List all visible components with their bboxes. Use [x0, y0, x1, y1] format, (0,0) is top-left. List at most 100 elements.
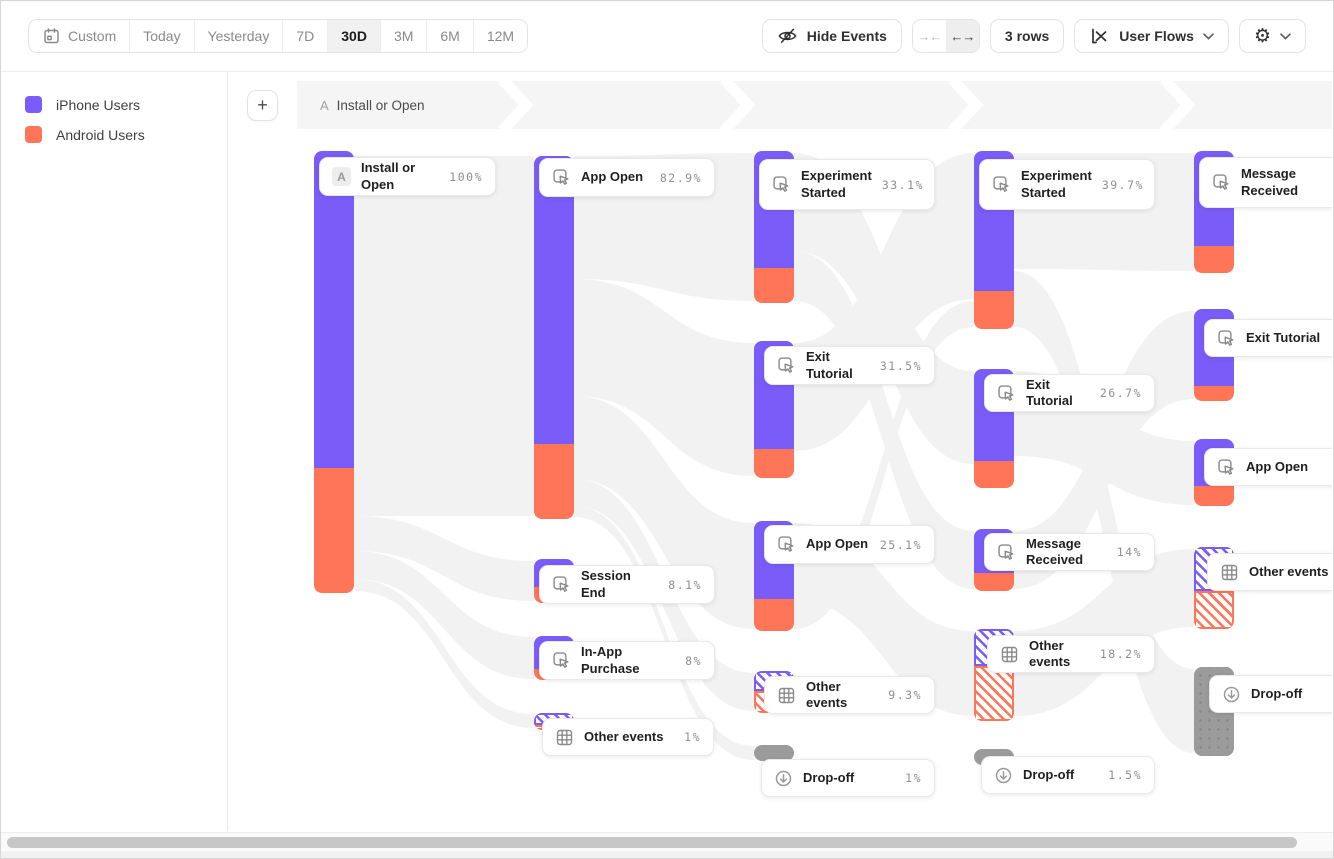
horizontal-scrollbar-track[interactable]: [1, 832, 1333, 851]
drop-off-icon: [994, 766, 1013, 785]
flow-node-card[interactable]: Other events: [1207, 553, 1332, 591]
legend-label: iPhone Users: [56, 96, 141, 113]
bar-segment-orange: [754, 599, 794, 631]
bar-segment-orange: [534, 444, 574, 519]
node-percentage: 31.5%: [879, 358, 922, 373]
add-step-button[interactable]: +: [247, 90, 278, 121]
bar-segment-orange: [314, 468, 354, 593]
click-event-icon: [552, 168, 571, 187]
node-label: Install or Open: [361, 160, 416, 192]
eye-off-icon: [777, 26, 798, 46]
node-percentage: 25.1%: [879, 537, 922, 552]
collapse-columns-button[interactable]: →←: [912, 20, 946, 52]
node-label: Other events: [1029, 637, 1071, 669]
flow-link: [1014, 549, 1194, 716]
date-range-30d[interactable]: 30D: [328, 20, 381, 52]
page-bottom-strip: [1, 851, 1333, 858]
flow-node-card[interactable]: Exit Tutorial 31.5%: [764, 346, 935, 385]
flow-step-header[interactable]: A Install or Open: [297, 81, 1332, 129]
date-range-control: Custom Today Yesterday 7D 30D 3M 6M 12M: [28, 19, 529, 53]
flow-node-card[interactable]: Drop-off 1%: [761, 759, 935, 797]
flow-node-card[interactable]: Other events 1%: [542, 718, 714, 756]
collapse-expand-control: →← ←→: [911, 19, 980, 53]
click-event-icon: [997, 384, 1016, 403]
hide-events-button[interactable]: Hide Events: [761, 19, 902, 53]
date-range-yesterday[interactable]: Yesterday: [194, 20, 284, 52]
drop-off-icon: [1222, 685, 1241, 704]
top-toolbar: Custom Today Yesterday 7D 30D 3M 6M 12M Hide Ev…: [1, 1, 1333, 72]
click-event-icon: [552, 651, 571, 670]
expand-columns-button[interactable]: ←→: [945, 20, 979, 52]
node-label: Other events: [584, 728, 664, 744]
other-events-grid-icon: [777, 686, 796, 705]
flow-link: [794, 251, 974, 589]
node-label: Experiment Started: [1021, 168, 1092, 200]
flow-node-card[interactable]: Other events 18.2%: [987, 635, 1155, 673]
flow-node-card[interactable]: Other events 9.3%: [764, 676, 935, 714]
date-range-today[interactable]: Today: [130, 20, 195, 52]
node-label: Drop-off: [1251, 685, 1303, 701]
flow-node-card[interactable]: Message Received: [1199, 157, 1332, 208]
node-percentage: 39.7%: [1101, 177, 1144, 192]
flow-node-card[interactable]: Exit Tutorial: [1204, 319, 1332, 357]
node-percentage: 26.7%: [1099, 386, 1142, 400]
flow-node-card[interactable]: In-App Purchase 8%: [539, 641, 715, 680]
date-range-3m[interactable]: 3M: [380, 20, 428, 52]
node-percentage: 8%: [685, 653, 702, 668]
rows-button[interactable]: 3 rows: [989, 19, 1065, 53]
node-label: Exit Tutorial: [806, 349, 853, 381]
click-event-icon: [552, 575, 571, 594]
flows-chart-icon: [1089, 26, 1110, 46]
flow-node-card[interactable]: Message Received 14%: [984, 533, 1155, 571]
click-event-icon: [772, 175, 791, 194]
flow-node-card[interactable]: App Open: [1204, 448, 1332, 486]
flow-node-bar[interactable]: [534, 156, 574, 519]
flow-link: [1014, 271, 1194, 753]
view-selector-button[interactable]: User Flows: [1074, 19, 1229, 53]
node-label: Drop-off: [803, 769, 855, 785]
flow-link: [354, 156, 534, 516]
flow-node-card[interactable]: Session End 8.1%: [539, 565, 715, 604]
flow-node-card[interactable]: Experiment Started 39.7%: [979, 159, 1155, 210]
legend-item-1[interactable]: Android Users: [25, 126, 227, 143]
date-range-7d[interactable]: 7D: [283, 20, 329, 52]
bar-segment-orange: [974, 291, 1014, 329]
flow-node-bar[interactable]: [754, 745, 794, 761]
step-chevrons: [497, 81, 1196, 129]
flow-node-bar[interactable]: [314, 151, 354, 593]
flow-node-card[interactable]: Drop-off 1.5%: [981, 756, 1155, 794]
user-flows-canvas: A Install or Open + A Install or Open 10…: [228, 72, 1332, 831]
node-label: App Open: [581, 169, 644, 185]
flow-node-card[interactable]: App Open 25.1%: [764, 525, 935, 564]
bar-segment-purple: [534, 156, 574, 444]
node-label: In-App Purchase: [581, 644, 640, 676]
horizontal-scrollbar-thumb[interactable]: [7, 837, 1297, 848]
node-percentage: 1%: [684, 730, 701, 744]
node-percentage: 100%: [449, 169, 483, 184]
flow-node-card[interactable]: Exit Tutorial 26.7%: [984, 374, 1155, 412]
date-range-custom[interactable]: Custom: [29, 20, 131, 52]
flow-node-card[interactable]: A Install or Open 100%: [319, 157, 496, 196]
settings-button[interactable]: ⚙: [1238, 19, 1306, 53]
other-events-grid-icon: [1220, 563, 1239, 582]
bar-segment-orange: [754, 268, 794, 303]
flow-link: [794, 301, 974, 629]
legend-swatch: [25, 96, 42, 113]
flow-link: [574, 506, 754, 760]
bar-segment-orange: [1194, 386, 1234, 401]
node-label: Message Received: [1241, 166, 1299, 198]
flow-node-card[interactable]: Experiment Started 33.1%: [759, 159, 935, 210]
click-event-icon: [1212, 173, 1231, 192]
node-percentage: 82.9%: [659, 170, 702, 185]
click-event-icon: [777, 356, 796, 375]
node-percentage: 14%: [1116, 545, 1142, 559]
date-range-6m[interactable]: 6M: [427, 20, 474, 52]
step-label: Install or Open: [336, 97, 425, 113]
date-range-12m[interactable]: 12M: [473, 20, 528, 52]
bar-segment-orange: [974, 461, 1014, 488]
flow-node-card[interactable]: App Open 82.9%: [539, 158, 715, 197]
legend-item-0[interactable]: iPhone Users: [25, 96, 227, 113]
node-label: Other events: [806, 678, 848, 710]
node-percentage: 1.5%: [1108, 768, 1142, 782]
flow-node-card[interactable]: Drop-off: [1209, 675, 1332, 713]
